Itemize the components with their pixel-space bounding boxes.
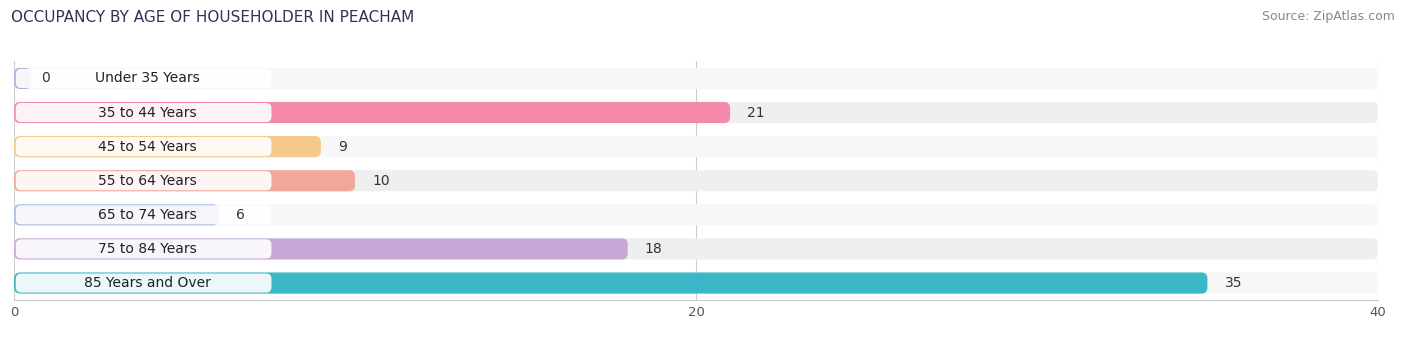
Text: 35 to 44 Years: 35 to 44 Years — [98, 105, 197, 120]
FancyBboxPatch shape — [14, 68, 31, 89]
Text: 0: 0 — [41, 71, 51, 86]
FancyBboxPatch shape — [14, 238, 627, 260]
FancyBboxPatch shape — [14, 102, 730, 123]
Text: 45 to 54 Years: 45 to 54 Years — [98, 139, 197, 154]
Text: 6: 6 — [236, 208, 245, 222]
FancyBboxPatch shape — [14, 272, 1208, 294]
FancyBboxPatch shape — [14, 136, 1378, 157]
FancyBboxPatch shape — [14, 238, 1378, 260]
Text: Under 35 Years: Under 35 Years — [94, 71, 200, 86]
Text: 55 to 64 Years: 55 to 64 Years — [97, 174, 197, 188]
FancyBboxPatch shape — [15, 103, 271, 122]
Text: 9: 9 — [337, 139, 347, 154]
Text: 21: 21 — [747, 105, 765, 120]
FancyBboxPatch shape — [14, 102, 1378, 123]
FancyBboxPatch shape — [14, 272, 1378, 294]
Text: 10: 10 — [373, 174, 389, 188]
FancyBboxPatch shape — [15, 273, 271, 293]
FancyBboxPatch shape — [15, 205, 271, 224]
Text: 85 Years and Over: 85 Years and Over — [83, 276, 211, 290]
FancyBboxPatch shape — [15, 171, 271, 190]
FancyBboxPatch shape — [14, 68, 1378, 89]
FancyBboxPatch shape — [14, 170, 356, 191]
FancyBboxPatch shape — [14, 204, 219, 225]
FancyBboxPatch shape — [15, 239, 271, 258]
FancyBboxPatch shape — [14, 136, 321, 157]
FancyBboxPatch shape — [15, 69, 271, 88]
Text: 18: 18 — [645, 242, 662, 256]
Text: 35: 35 — [1225, 276, 1241, 290]
FancyBboxPatch shape — [14, 204, 1378, 225]
Text: OCCUPANCY BY AGE OF HOUSEHOLDER IN PEACHAM: OCCUPANCY BY AGE OF HOUSEHOLDER IN PEACH… — [11, 10, 415, 25]
Text: 65 to 74 Years: 65 to 74 Years — [97, 208, 197, 222]
FancyBboxPatch shape — [15, 137, 271, 156]
FancyBboxPatch shape — [14, 170, 1378, 191]
Text: Source: ZipAtlas.com: Source: ZipAtlas.com — [1261, 10, 1395, 23]
Text: 75 to 84 Years: 75 to 84 Years — [97, 242, 197, 256]
